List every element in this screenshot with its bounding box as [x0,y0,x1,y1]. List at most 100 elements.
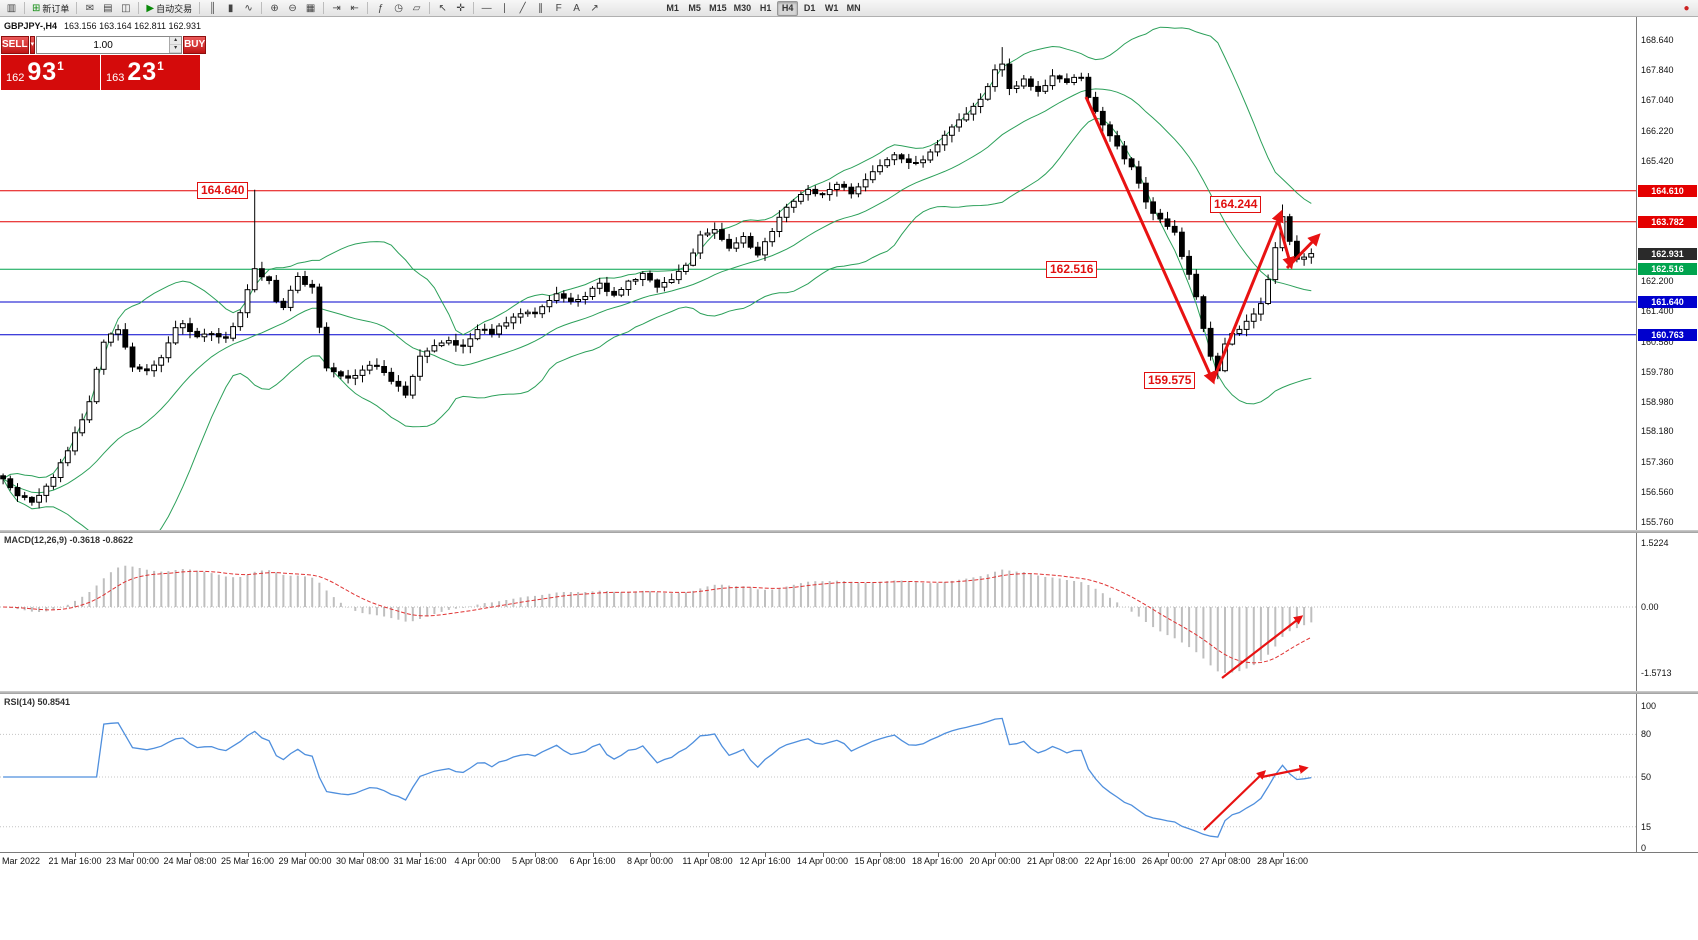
candle-body [754,246,761,256]
candle-body [29,496,35,503]
bar-chart-button[interactable]: ║ [204,1,221,16]
tile-windows-icon: ▦ [305,2,316,14]
data-window-button[interactable]: ◫ [117,1,134,16]
candle-body [905,158,912,163]
timeframe-mn[interactable]: MN [846,3,861,13]
candle-body [747,236,754,248]
time-axis[interactable] [0,852,1698,869]
trend-arrow[interactable] [1221,615,1304,679]
candle-body [596,282,603,289]
new-chart-button[interactable]: ▥ [3,1,20,16]
new-order-button[interactable]: ⊞ 新订单 [29,1,72,16]
trend-arrow[interactable] [1261,764,1309,779]
tile-windows-button[interactable]: ▦ [302,1,319,16]
candle-body [683,264,689,272]
candle-body [589,287,596,297]
templates-button[interactable]: ▱ [408,1,425,16]
charts-list-button[interactable]: ▤ [99,1,116,16]
candle-body [1099,110,1106,126]
candle-body [474,329,481,340]
arrows-button[interactable]: ↗ [586,1,603,16]
candle-body [1035,85,1041,92]
line-chart-button[interactable]: ∿ [240,1,257,16]
toolbar-separator [138,2,140,14]
candle-body [187,323,193,333]
candle-body [1272,247,1279,281]
candle-body [1243,320,1250,330]
candle-body [36,494,43,503]
candle-body [431,345,438,352]
volume-down-button[interactable]: ▾ [170,45,182,53]
candle-body [1265,279,1271,305]
candle-body [618,289,625,296]
chart-shift-button[interactable]: ⇤ [346,1,363,16]
panel-separator[interactable] [0,530,1698,533]
candle-body [122,329,129,348]
candle-body [1121,145,1128,160]
trend-arrow[interactable] [1084,96,1216,385]
candle-body [359,369,366,376]
trend-arrow[interactable] [1275,215,1295,270]
trend-arrow[interactable] [1203,770,1266,831]
sell-price-button[interactable]: 162 93 1 [1,55,100,90]
buy-price-major: 163 [106,72,125,84]
candle-body [14,487,21,497]
candle-body [647,272,653,281]
candle-body [445,340,452,344]
trend-arrow[interactable] [1285,233,1321,270]
zoom-out-button[interactable]: ⊖ [284,1,301,16]
fibonacci-button[interactable]: F [550,1,567,16]
price-axis[interactable] [1636,17,1698,852]
periods-button[interactable]: ◷ [390,1,407,16]
candle-body [460,344,467,347]
price-annotation[interactable]: 162.516 [1046,261,1098,278]
candle-body [553,293,560,301]
candle-body [287,289,294,308]
toolbar-separator [76,2,78,14]
order-type-dropdown[interactable]: ▾ [29,36,36,54]
vline-button[interactable]: ∣ [496,1,513,16]
auto-trading-button[interactable]: ▶ 自动交易 [143,1,195,16]
timeframe-m5[interactable]: M5 [688,3,701,13]
cursor-button[interactable]: ↖ [434,1,451,16]
price-annotation[interactable]: 159.575 [1144,372,1196,389]
price-annotation[interactable]: 164.640 [197,182,249,199]
trendline-button[interactable]: ╱ [514,1,531,16]
buy-button[interactable]: BUY [183,36,207,54]
toolbar-separator [261,2,263,14]
candle-body [1250,313,1257,322]
candle-body [1085,76,1092,98]
candle-body [913,162,919,164]
sell-button[interactable]: SELL [1,36,29,54]
timeframe-m1[interactable]: M1 [666,3,679,13]
volume-up-button[interactable]: ▴ [170,37,182,45]
mailbox-button[interactable]: ✉ [81,1,98,16]
timeframe-w1[interactable]: W1 [824,3,839,13]
timeframe-d1[interactable]: D1 [803,3,816,13]
timeframe-m30[interactable]: M30 [733,3,752,13]
trend-arrow[interactable] [1211,209,1284,382]
channel-button[interactable]: ∥ [532,1,549,16]
buy-price-button[interactable]: 163 23 1 [101,55,200,90]
alert-button[interactable]: ● [1678,1,1695,16]
candle-body [1157,212,1164,220]
auto-scroll-button[interactable]: ⇥ [328,1,345,16]
zoom-in-button[interactable]: ⊕ [266,1,283,16]
timeframe-h4[interactable]: H4 [777,0,799,16]
panel-separator[interactable] [0,691,1698,694]
indicators-button[interactable]: ƒ [372,1,389,16]
candlestick-button[interactable]: ▮ [222,1,239,16]
crosshair-button[interactable]: ✛ [452,1,469,16]
hline-button[interactable]: ― [478,1,495,16]
timeframe-m15[interactable]: M15 [709,3,727,13]
price-annotation[interactable]: 164.244 [1210,196,1262,213]
timeframe-h1[interactable]: H1 [759,3,772,13]
candle-body [769,231,776,243]
text-button[interactable]: A [568,1,585,16]
candle-body [719,229,725,240]
candle-body [1028,78,1034,87]
candles [0,47,1315,509]
volume-input[interactable] [37,37,170,53]
hline-icon: ― [481,2,492,14]
